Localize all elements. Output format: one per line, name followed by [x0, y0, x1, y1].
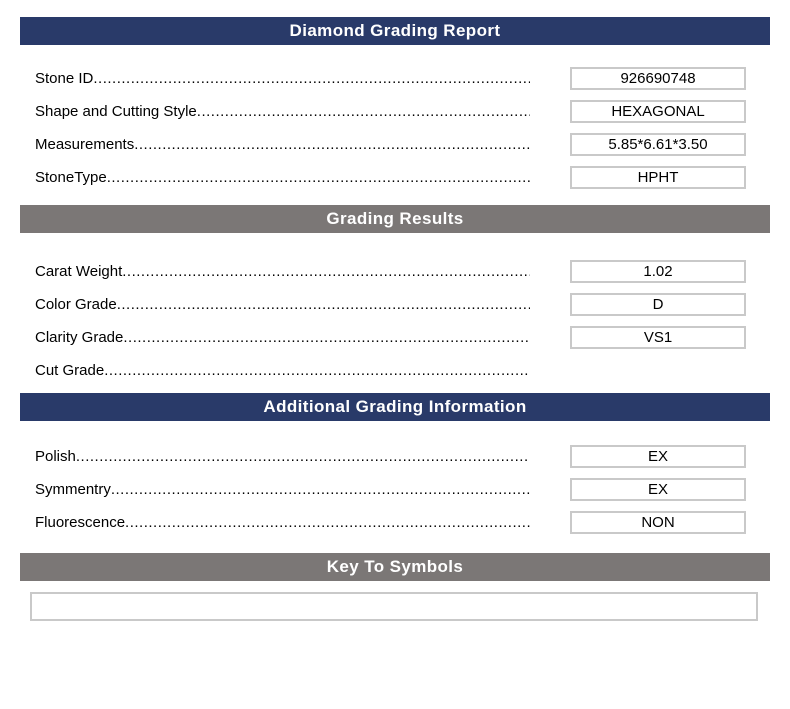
field-label: Clarity Grade — [35, 329, 124, 346]
section-title: Grading Results — [326, 209, 464, 228]
field-row-stone-id: Stone ID................................… — [20, 67, 770, 90]
field-value: EX — [647, 448, 668, 465]
field-label-area: StoneType...............................… — [35, 169, 530, 186]
dot-leader: ........................................… — [93, 70, 530, 87]
field-value: D — [652, 296, 664, 313]
field-label-area: Shape and Cutting Style.................… — [35, 103, 530, 120]
field-label: StoneType — [35, 169, 107, 186]
field-value: 1.02 — [643, 263, 673, 280]
symmentry-value-box[interactable]: EX — [570, 478, 746, 501]
dot-leader: ........................................… — [110, 481, 530, 498]
field-label-area: Polish..................................… — [35, 448, 530, 465]
additional-info-rows: Polish..................................… — [20, 445, 770, 534]
section-title: Diamond Grading Report — [289, 21, 501, 40]
dot-leader: ........................................… — [196, 103, 530, 120]
field-row-symmentry: Symmentry...............................… — [20, 478, 770, 501]
carat-weight-value-box[interactable]: 1.02 — [570, 260, 746, 283]
field-label-area: Carat Weight............................… — [35, 263, 530, 280]
field-label-area: Color Grade.............................… — [35, 296, 530, 313]
section-header-diamond-grading-report: Diamond Grading Report — [20, 17, 770, 45]
field-value: EX — [647, 481, 668, 498]
section-header-key-to-symbols: Key To Symbols — [20, 553, 770, 581]
field-value: NON — [641, 514, 675, 531]
stone-type-value-box[interactable]: HPHT — [570, 166, 746, 189]
report-content: Diamond Grading Report Stone ID.........… — [20, 17, 770, 621]
dot-leader: ........................................… — [122, 263, 530, 280]
field-label-area: Measurements............................… — [35, 136, 530, 153]
field-value: 926690748 — [620, 70, 696, 87]
field-label: Symmentry — [35, 481, 111, 498]
dot-leader: ........................................… — [104, 362, 530, 379]
shape-cutting-style-value-box[interactable]: HEXAGONAL — [570, 100, 746, 123]
field-value: HPHT — [637, 169, 679, 186]
key-to-symbols-box[interactable] — [30, 592, 758, 621]
dot-leader: ........................................… — [75, 448, 530, 465]
field-label: Stone ID — [35, 70, 94, 87]
field-label-area: Stone ID................................… — [35, 70, 530, 87]
dot-leader: ........................................… — [125, 514, 530, 531]
dot-leader: ........................................… — [123, 329, 530, 346]
dot-leader: ........................................… — [116, 296, 530, 313]
field-row-clarity-grade: Clarity Grade...........................… — [20, 326, 770, 349]
field-value: 5.85*6.61*3.50 — [608, 136, 708, 153]
color-grade-value-box[interactable]: D — [570, 293, 746, 316]
field-row-polish: Polish..................................… — [20, 445, 770, 468]
measurements-value-box[interactable]: 5.85*6.61*3.50 — [570, 133, 746, 156]
fluorescence-value-box[interactable]: NON — [570, 511, 746, 534]
field-row-fluorescence: Fluorescence............................… — [20, 511, 770, 534]
field-row-color-grade: Color Grade.............................… — [20, 293, 770, 316]
dot-leader: ........................................… — [106, 169, 530, 186]
field-value: HEXAGONAL — [611, 103, 705, 120]
field-label-area: Fluorescence............................… — [35, 514, 530, 531]
field-row-stone-type: StoneType...............................… — [20, 166, 770, 189]
field-row-carat-weight: Carat Weight............................… — [20, 260, 770, 283]
field-label: Shape and Cutting Style — [35, 103, 197, 120]
field-label-area: Clarity Grade...........................… — [35, 329, 530, 346]
field-value: VS1 — [643, 329, 673, 346]
field-label: Fluorescence — [35, 514, 126, 531]
field-label: Polish — [35, 448, 76, 465]
section-header-additional-grading-information: Additional Grading Information — [20, 393, 770, 421]
field-label-area: Cut Grade...............................… — [35, 362, 530, 379]
section-header-grading-results: Grading Results — [20, 205, 770, 233]
polish-value-box[interactable]: EX — [570, 445, 746, 468]
stone-id-value-box[interactable]: 926690748 — [570, 67, 746, 90]
field-label-area: Symmentry...............................… — [35, 481, 530, 498]
field-row-shape-cutting-style: Shape and Cutting Style.................… — [20, 100, 770, 123]
section-title: Key To Symbols — [326, 557, 464, 576]
field-row-measurements: Measurements............................… — [20, 133, 770, 156]
dot-leader: ........................................… — [134, 136, 530, 153]
field-label: Cut Grade — [35, 362, 105, 379]
field-label: Measurements — [35, 136, 135, 153]
field-row-cut-grade: Cut Grade...............................… — [20, 359, 770, 382]
identification-rows: Stone ID................................… — [20, 67, 770, 189]
clarity-grade-value-box[interactable]: VS1 — [570, 326, 746, 349]
section-title: Additional Grading Information — [263, 397, 527, 416]
field-label: Color Grade — [35, 296, 117, 313]
field-label: Carat Weight — [35, 263, 123, 280]
grading-results-rows: Carat Weight............................… — [20, 260, 770, 382]
